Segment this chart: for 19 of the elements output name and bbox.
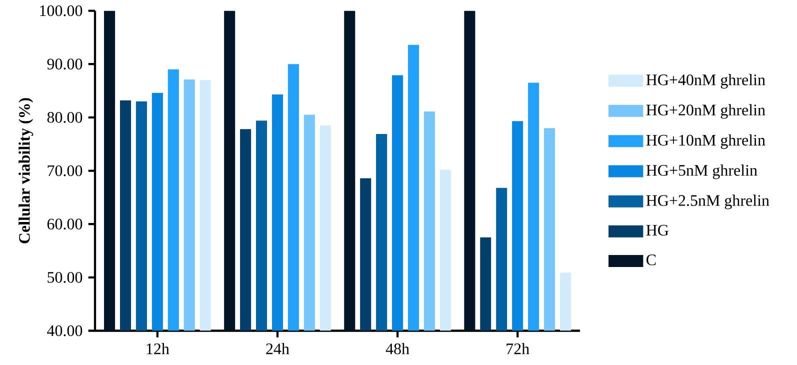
legend-label: HG+10nM ghrelin [646, 134, 766, 150]
x-tick-label: 48h [386, 343, 410, 354]
legend-label: HG [646, 224, 668, 236]
legend-label: HG+2.5nM ghrelin [646, 194, 770, 210]
y-tick-label: 100.00 [40, 5, 82, 16]
y-tick-label: 40.00 [47, 325, 82, 336]
y-tick-label: 60.00 [47, 218, 82, 230]
legend-label: C [646, 254, 656, 266]
x-tick-label: 24h [266, 343, 290, 354]
y-tick-label: 80.00 [47, 112, 82, 123]
y-tick-label: 50.00 [48, 272, 82, 283]
legend-label: HG+40nM ghrelin [646, 74, 766, 89]
legend-label: HG+5nM ghrelin [646, 164, 758, 180]
x-tick-label: 12h [146, 343, 170, 354]
x-tick-label: 72h [506, 343, 530, 354]
y-tick-label: 90.00 [47, 58, 82, 70]
legend-label: HG+20nM ghrelin [646, 104, 766, 119]
y-axis-title: Cellular viability (%) [18, 98, 34, 244]
y-tick-label: 70.00 [48, 165, 82, 176]
